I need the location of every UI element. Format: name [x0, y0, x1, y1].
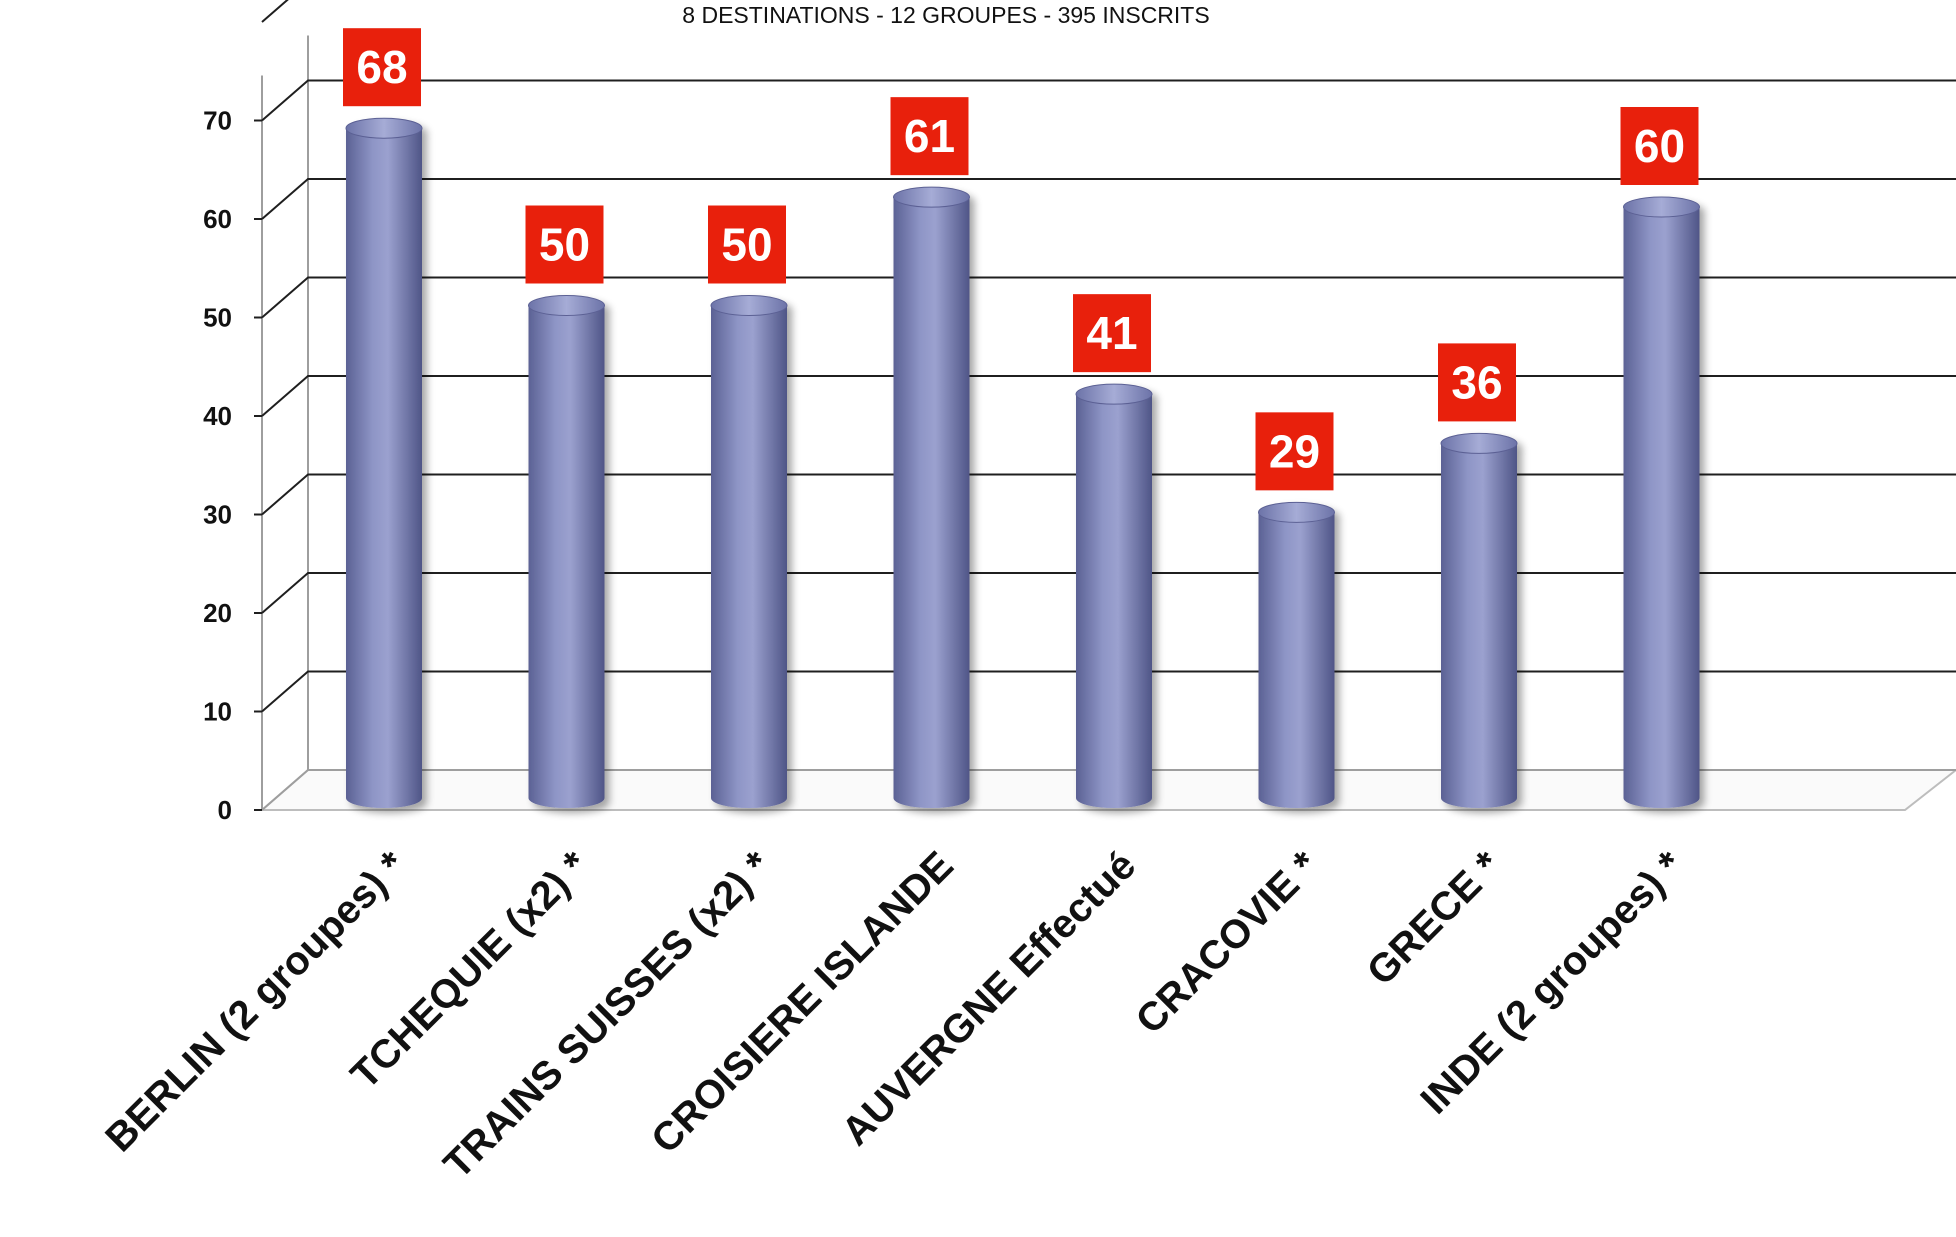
data-label-box	[1620, 107, 1699, 185]
gridline	[261, 79, 1956, 122]
data-label-box	[708, 205, 786, 284]
bar-cap	[1440, 432, 1518, 454]
x-axis-layer: BERLIN (2 groupes) *TCHEQUIE (x2) *TRAIN…	[97, 843, 1692, 1187]
data-label-text: 68	[356, 41, 407, 93]
bar-body	[528, 305, 605, 808]
bar-cap	[710, 295, 788, 316]
bar-body	[1441, 443, 1517, 808]
y-tick-label: 30	[203, 500, 232, 530]
bar-cap	[345, 117, 423, 139]
value-labels-layer: 68 50 50 61 41 29 36 60	[343, 28, 1699, 491]
y-tick-label: 70	[203, 106, 232, 136]
data-label-text: 29	[1269, 425, 1320, 477]
bar-body	[893, 197, 970, 808]
bar-cap	[1623, 196, 1700, 218]
bar-cap	[1075, 383, 1153, 405]
data-label: 36	[1438, 343, 1516, 422]
bar-body	[711, 305, 787, 808]
data-label-text: 50	[539, 219, 590, 271]
x-tick-label: GRECE *	[1359, 843, 1510, 994]
data-label: 41	[1073, 294, 1151, 373]
y-tick-label: 10	[203, 697, 232, 727]
data-label: 61	[890, 97, 969, 176]
data-label-text: 61	[904, 110, 955, 162]
bar	[345, 117, 423, 808]
gridline	[261, 670, 1956, 713]
x-tick-label: AUVERGNE Effectué	[834, 843, 1145, 1154]
gridline	[261, 0, 289, 23]
data-label-box	[1255, 412, 1334, 491]
gridline	[261, 276, 1956, 319]
bar-body	[1076, 394, 1152, 808]
data-label-box	[1438, 343, 1516, 422]
gridline	[261, 178, 1956, 220]
bar	[710, 295, 788, 808]
bar-cap	[893, 186, 970, 208]
data-label-text: 41	[1086, 307, 1137, 359]
data-label-box	[525, 205, 604, 284]
y-tick-label: 20	[203, 598, 232, 628]
data-label-box	[343, 28, 421, 107]
data-label: 29	[1255, 412, 1334, 491]
y-tick-label: 50	[203, 303, 232, 333]
gridline	[261, 769, 1956, 811]
bar-cap	[528, 295, 605, 316]
bar	[893, 186, 970, 808]
data-label: 60	[1620, 107, 1699, 185]
x-tick-label: CRACOVIE *	[1128, 843, 1328, 1043]
x-tick-label: TRAINS SUISSES (x2) *	[435, 843, 779, 1187]
data-label-text: 60	[1634, 120, 1685, 172]
bar	[528, 295, 605, 808]
bars-layer	[345, 117, 1700, 808]
data-label: 50	[708, 205, 786, 284]
bar	[1075, 383, 1153, 808]
gridline	[261, 375, 1956, 417]
bar-cap	[1258, 501, 1335, 523]
gridline	[261, 572, 1956, 614]
bar-body	[1258, 512, 1335, 808]
bar	[1440, 432, 1518, 808]
bar	[1623, 196, 1700, 808]
data-label-text: 36	[1451, 356, 1502, 408]
data-label: 68	[343, 28, 421, 107]
chart-title: 8 DESTINATIONS - 12 GROUPES - 395 INSCRI…	[682, 2, 1209, 28]
data-label-box	[890, 97, 969, 176]
bar-body	[346, 128, 422, 808]
y-axis-layer: 0 10 20 30 40 50 60 70	[203, 106, 262, 825]
data-label-text: 50	[721, 219, 772, 271]
y-tick-label: 60	[203, 204, 232, 234]
y-tick-label: 0	[218, 795, 232, 825]
bar-body	[1623, 207, 1700, 808]
x-tick-label: BERLIN (2 groupes) *	[97, 843, 414, 1160]
y-tick-label: 40	[203, 401, 232, 431]
x-tick-label: CROISIERE ISLANDE	[643, 843, 962, 1162]
gridline	[261, 473, 1956, 516]
data-label-box	[1073, 294, 1151, 373]
data-label: 50	[525, 205, 604, 284]
bar	[1258, 501, 1335, 808]
